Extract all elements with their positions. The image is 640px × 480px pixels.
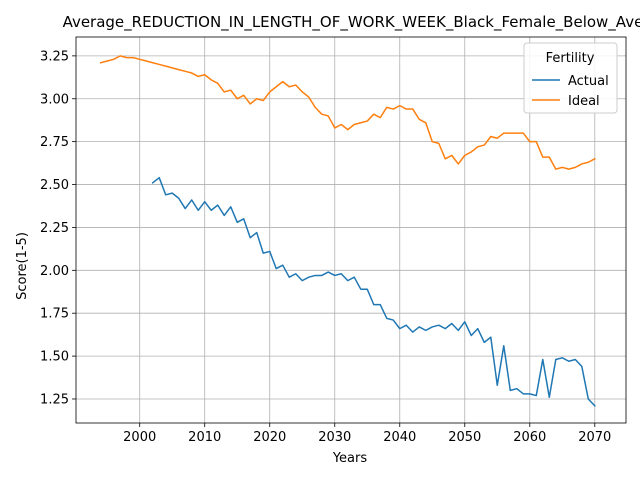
y-tick-label: 1.50 [40,350,69,365]
x-axis-label: Years [332,451,368,466]
plot-frame [75,36,627,424]
x-tick-label: 2020 [253,430,286,445]
series-lines [99,55,596,407]
x-tick-label: 2050 [448,430,481,445]
chart-title: Average_REDUCTION_IN_LENGTH_OF_WORK_WEEK… [63,13,640,32]
legend-box [523,42,618,114]
y-tick-label: 2.00 [40,264,69,279]
x-tick-label: 2030 [318,430,351,445]
x-tick-label: 2070 [578,430,611,445]
y-axis-ticks: 1.25 1.50 1.75 2.00 2.25 2.50 2.75 3.00 3.25 [40,49,76,407]
y-axis-label: Score(1-5) [15,232,30,300]
legend-label-ideal: Ideal [568,94,600,109]
legend-label-actual: Actual [568,74,609,89]
x-tick-label: 2060 [513,430,546,445]
x-axis-ticks: 2000 2010 2020 2030 2040 2050 2060 2070 [123,423,611,445]
legend-title: Fertility [546,51,595,66]
x-tick-label: 2040 [383,430,416,445]
y-tick-label: 1.75 [40,307,69,322]
y-tick-label: 1.25 [40,392,69,407]
series-line-ideal [99,55,596,170]
y-tick-label: 2.50 [40,178,69,193]
y-tick-label: 2.25 [40,221,69,236]
y-tick-label: 3.00 [40,92,69,107]
x-tick-label: 2010 [188,430,221,445]
legend: Fertility Actual Ideal [523,42,618,114]
y-tick-label: 3.25 [40,49,69,64]
x-tick-label: 2000 [123,430,156,445]
series-line-actual [151,176,596,407]
y-tick-label: 2.75 [40,135,69,150]
